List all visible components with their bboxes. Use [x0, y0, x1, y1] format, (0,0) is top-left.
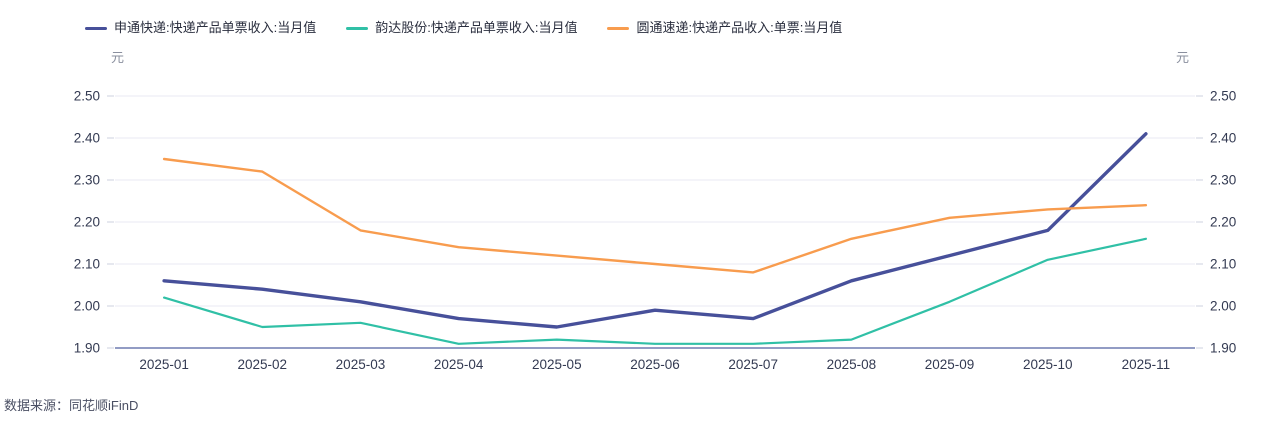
x-tick-label: 2025-01 [139, 357, 189, 372]
legend-item-shentong[interactable]: 申通快递:快递产品单票收入:当月值 [85, 20, 316, 36]
legend: 申通快递:快递产品单票收入:当月值 韵达股份:快递产品单票收入:当月值 圆通速递… [85, 20, 842, 36]
x-tick-label: 2025-09 [925, 357, 975, 372]
series-line-yuantong [162, 157, 1148, 274]
y-tick-label-right: 2.30 [1210, 173, 1236, 188]
legend-line-icon-shentong [85, 26, 107, 30]
y-tick-label-right: 1.90 [1210, 341, 1236, 356]
y-tick-label-right: 2.50 [1210, 89, 1236, 104]
y-axis-unit-right: 元 [1176, 50, 1190, 65]
y-tick-label-left: 2.50 [74, 89, 100, 104]
legend-label-yuantong: 圆通速递:快递产品收入:单票:当月值 [636, 20, 843, 35]
y-tick-label-left: 2.00 [74, 299, 100, 314]
series-line-shentong [162, 132, 1148, 329]
x-tick-label: 2025-10 [1023, 357, 1073, 372]
legend-line-icon-yunda [346, 26, 369, 30]
x-tick-label: 2025-07 [728, 357, 778, 372]
y-tick-label-left: 1.90 [74, 341, 100, 356]
y-tick-label-right: 2.20 [1210, 215, 1236, 230]
x-tick-label: 2025-05 [532, 357, 582, 372]
y-axis-unit-left: 元 [111, 50, 125, 65]
legend-item-yuantong[interactable]: 圆通速递:快递产品收入:单票:当月值 [607, 20, 842, 36]
y-tick-label-right: 2.40 [1210, 131, 1236, 146]
y-tick-label-left: 2.30 [74, 173, 100, 188]
legend-label-shentong: 申通快递:快递产品单票收入:当月值 [114, 20, 317, 35]
x-tick-label: 2025-06 [630, 357, 680, 372]
legend-label-yunda: 韵达股份:快递产品单票收入:当月值 [375, 20, 578, 35]
x-tick-label: 2025-04 [434, 357, 484, 372]
y-tick-label-left: 2.10 [74, 257, 100, 272]
legend-item-yunda[interactable]: 韵达股份:快递产品单票收入:当月值 [346, 20, 577, 36]
x-tick-label: 2025-02 [237, 357, 287, 372]
series-line-yunda [163, 237, 1148, 345]
legend-line-icon-yuantong [607, 26, 630, 30]
x-tick-label: 2025-08 [827, 357, 877, 372]
y-tick-label-right: 2.00 [1210, 299, 1236, 314]
data-source-label: 数据来源：同花顺iFinD [4, 398, 139, 413]
y-tick-label-left: 2.20 [74, 215, 100, 230]
y-tick-label-right: 2.10 [1210, 257, 1236, 272]
y-tick-label-left: 2.40 [74, 131, 100, 146]
x-tick-label: 2025-11 [1122, 357, 1171, 372]
x-tick-label: 2025-03 [336, 357, 386, 372]
